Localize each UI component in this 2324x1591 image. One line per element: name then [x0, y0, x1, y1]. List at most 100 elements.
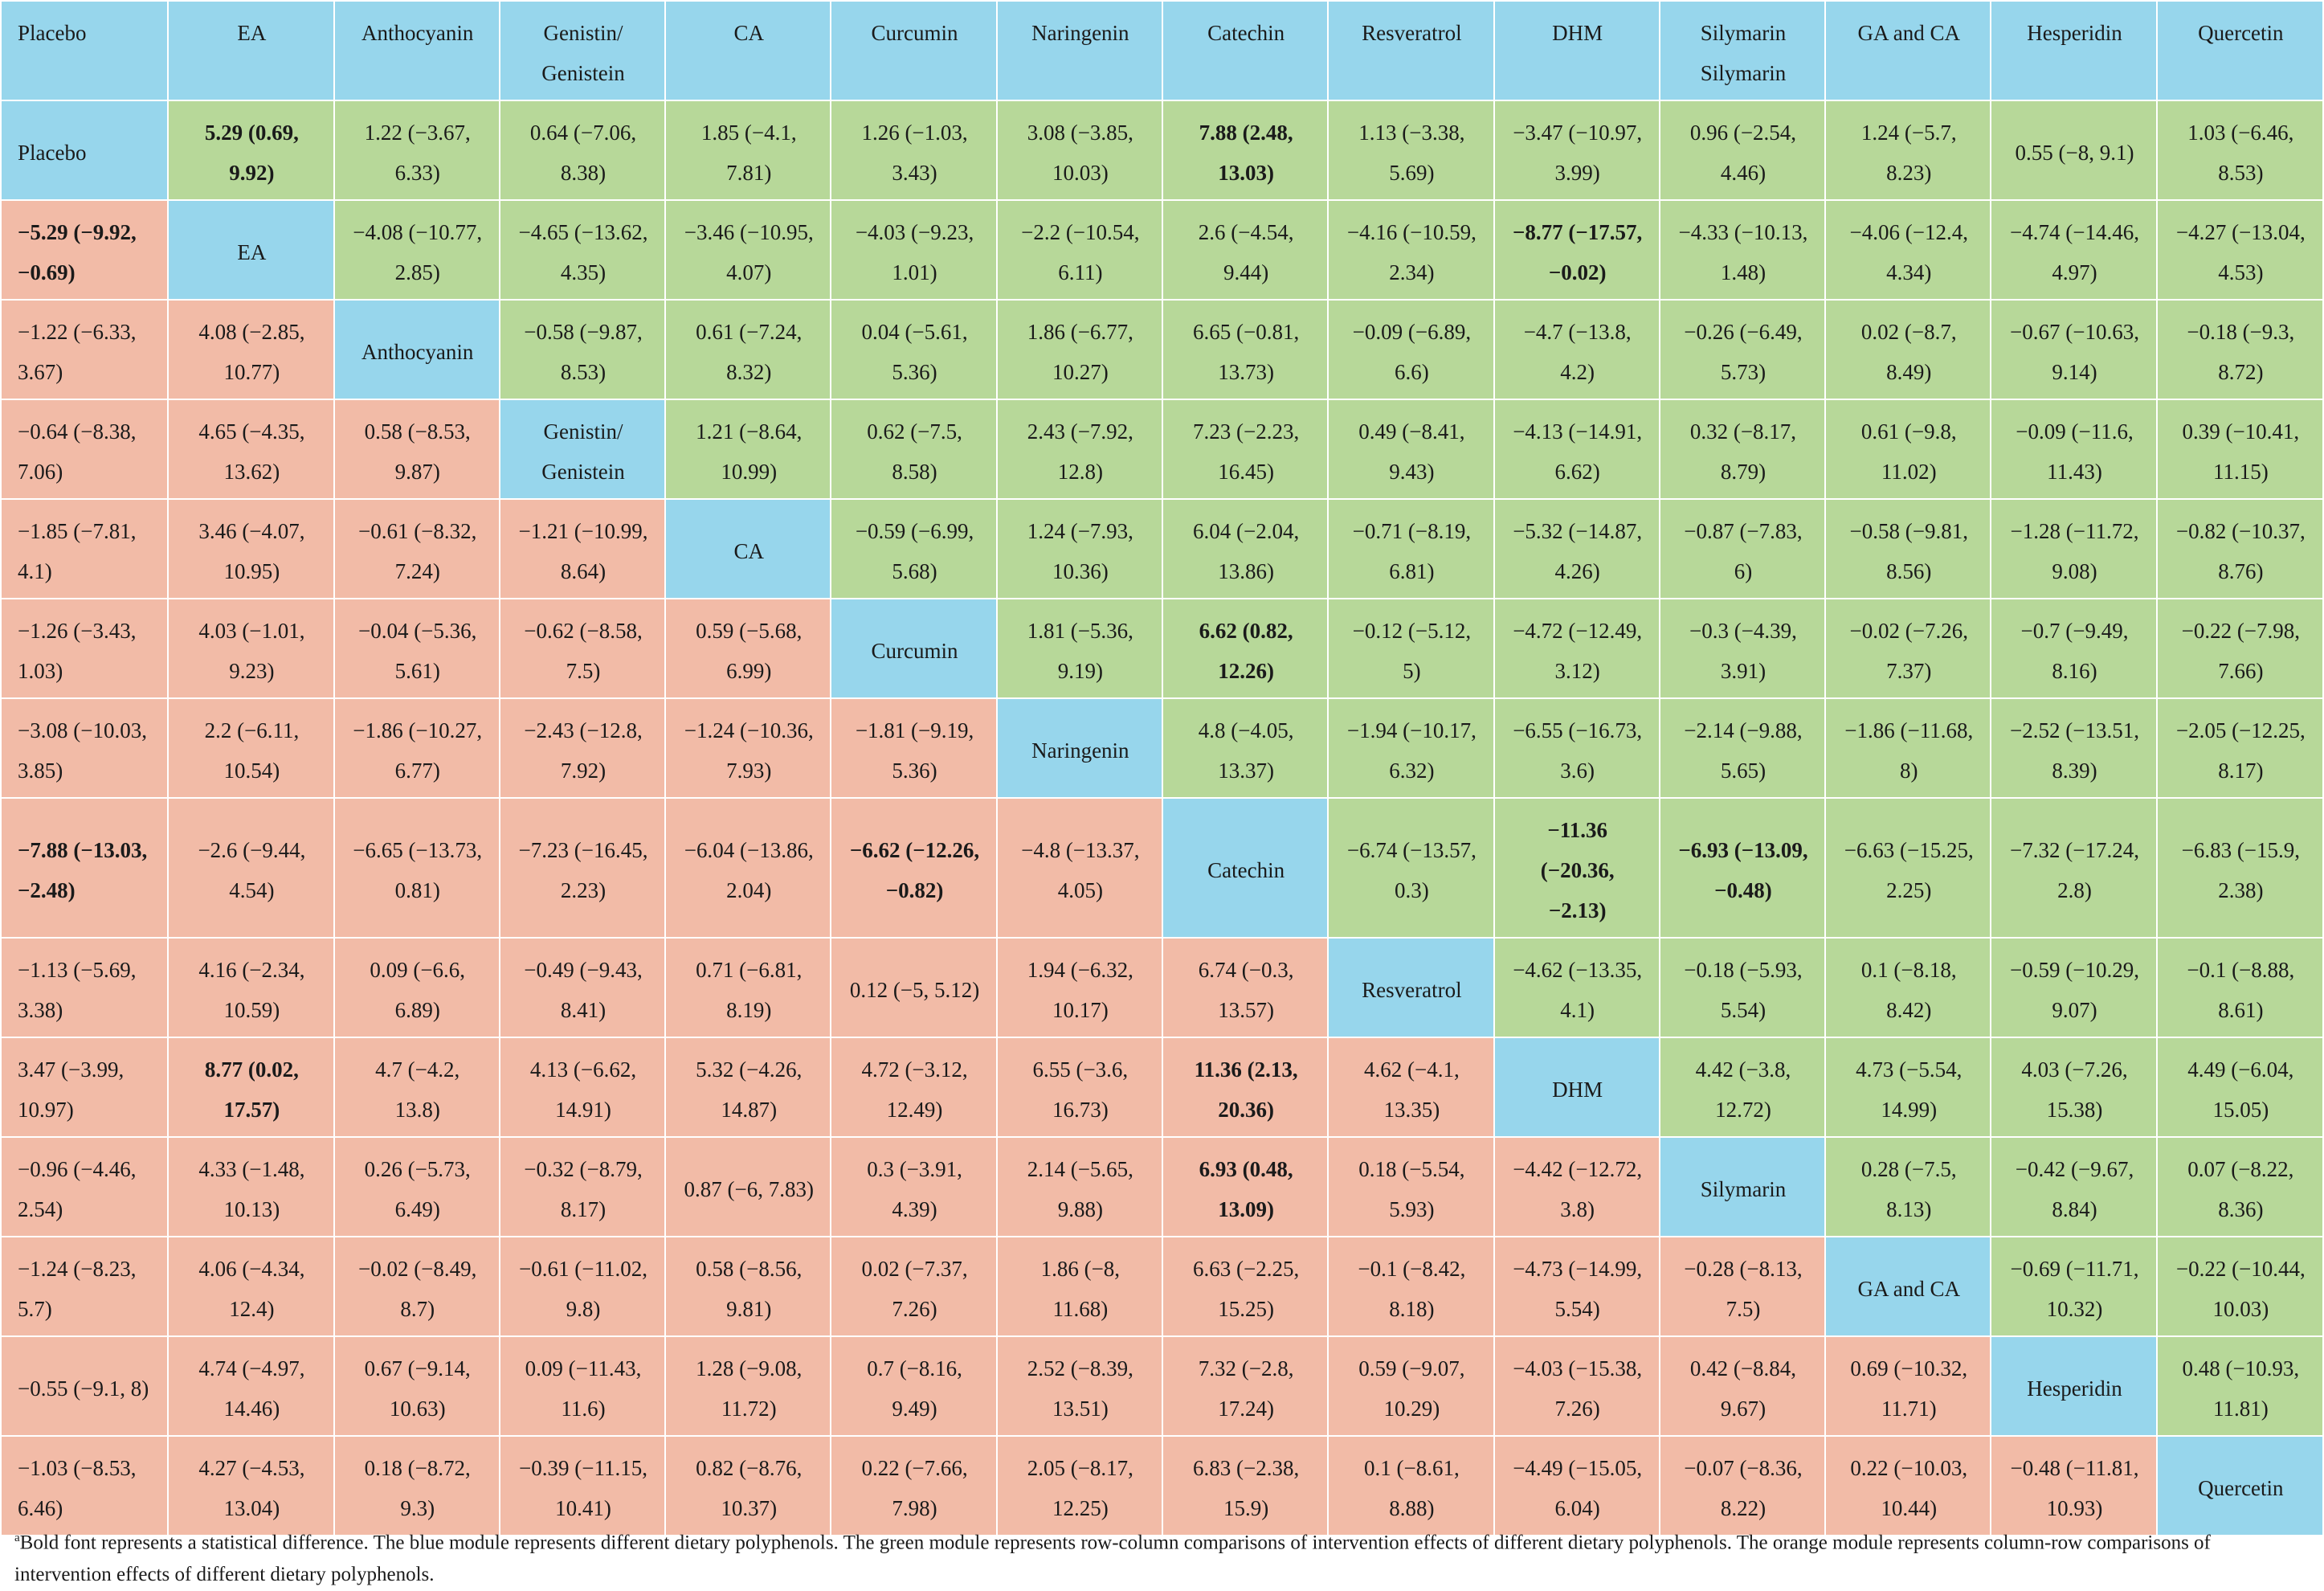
comparison-cell: −0.26 (−6.49, 5.73): [1658, 299, 1827, 400]
comparison-cell: −4.42 (−12.72, 3.8): [1493, 1136, 1660, 1237]
comparison-cell: 5.32 (−4.26, 14.87): [664, 1037, 832, 1138]
comparison-cell: −5.29 (−9.92, −0.69): [0, 199, 170, 301]
comparison-cell: −6.04 (−13.86, 2.04): [664, 797, 832, 939]
comparison-cell: 1.85 (−4.1, 7.81): [664, 100, 832, 201]
comparison-cell: −2.05 (−12.25, 8.17): [2155, 697, 2324, 799]
comparison-cell: 0.69 (−10.32, 11.71): [1824, 1335, 1992, 1437]
table-row: −1.03 (−8.53, 6.46) 4.27 (−4.53, 13.04) 0.…: [0, 1435, 2324, 1536]
comparison-cell: −4.74 (−14.46, 4.97): [1990, 199, 2158, 301]
comparison-cell: 7.32 (−2.8, 17.24): [1161, 1335, 1329, 1437]
comparison-cell: −0.39 (−11.15, 10.41): [498, 1435, 667, 1536]
comparison-cell: 0.7 (−8.16, 9.49): [830, 1335, 998, 1437]
comparison-cell: −4.73 (−14.99, 5.54): [1493, 1236, 1660, 1337]
comparison-cell: 11.36 (2.13, 20.36): [1161, 1037, 1329, 1138]
comparison-cell: 4.7 (−4.2, 13.8): [333, 1037, 500, 1138]
comparison-cell: 0.02 (−8.7, 8.49): [1824, 299, 1992, 400]
comparison-cell: −6.83 (−15.9, 2.38): [2155, 797, 2324, 939]
comparison-cell: −4.72 (−12.49, 3.12): [1493, 598, 1660, 699]
comparison-cell: −3.47 (−10.97, 3.99): [1493, 100, 1660, 201]
comparison-cell: 4.73 (−5.54, 14.99): [1824, 1037, 1992, 1138]
comparison-cell: 4.62 (−4.1, 13.35): [1327, 1037, 1495, 1138]
comparison-cell: 6.62 (0.82, 12.26): [1161, 598, 1329, 699]
polyphenol-label-cell: Silymarin: [1658, 1136, 1827, 1237]
comparison-cell: −0.04 (−5.36, 5.61): [333, 598, 500, 699]
comparison-cell: −2.2 (−10.54, 6.11): [995, 199, 1163, 301]
column-header: Anthocyanin: [333, 0, 500, 101]
comparison-cell: −4.49 (−15.05, 6.04): [1493, 1435, 1660, 1536]
comparison-cell: −0.87 (−7.83, 6): [1658, 498, 1827, 599]
comparison-cell: −5.32 (−14.87, 4.26): [1493, 498, 1660, 599]
comparison-cell: 0.32 (−8.17, 8.79): [1658, 399, 1827, 500]
comparison-cell: 0.55 (−8, 9.1): [1990, 100, 2158, 201]
comparison-cell: 2.52 (−8.39, 13.51): [995, 1335, 1163, 1437]
comparison-cell: 1.03 (−6.46, 8.53): [2155, 100, 2324, 201]
comparison-cell: −4.06 (−12.4, 4.34): [1824, 199, 1992, 301]
polyphenol-label-cell: GA and CA: [1824, 1236, 1992, 1337]
comparison-cell: −4.8 (−13.37, 4.05): [995, 797, 1163, 939]
comparison-cell: 6.55 (−3.6, 16.73): [995, 1037, 1163, 1138]
footnote-text: Bold font represents a statistical diffe…: [14, 1532, 2211, 1586]
comparison-cell: 0.82 (−8.76, 10.37): [664, 1435, 832, 1536]
comparison-cell: 4.06 (−4.34, 12.4): [167, 1236, 335, 1337]
comparison-cell: −0.12 (−5.12, 5): [1327, 598, 1495, 699]
comparison-cell: 0.02 (−7.37, 7.26): [830, 1236, 998, 1337]
comparison-cell: 4.03 (−7.26, 15.38): [1990, 1037, 2158, 1138]
comparison-cell: −4.13 (−14.91, 6.62): [1493, 399, 1660, 500]
column-header: Genistin/ Genistein: [498, 0, 667, 101]
comparison-cell: 0.28 (−7.5, 8.13): [1824, 1136, 1992, 1237]
polyphenol-label-cell: CA: [664, 498, 832, 599]
comparison-cell: 6.04 (−2.04, 13.86): [1161, 498, 1329, 599]
comparison-cell: −0.71 (−8.19, 6.81): [1327, 498, 1495, 599]
league-table: Placebo EA Anthocyanin Genistin/ Genistein C…: [0, 0, 2324, 1536]
column-header: Curcumin: [830, 0, 998, 101]
comparison-cell: 1.21 (−8.64, 10.99): [664, 399, 832, 500]
comparison-cell: 1.81 (−5.36, 9.19): [995, 598, 1163, 699]
comparison-cell: −1.22 (−6.33, 3.67): [0, 299, 170, 400]
comparison-cell: 4.08 (−2.85, 10.77): [167, 299, 335, 400]
comparison-cell: 0.59 (−5.68, 6.99): [664, 598, 832, 699]
comparison-cell: 0.87 (−6, 7.83): [664, 1136, 832, 1237]
comparison-cell: 0.62 (−7.5, 8.58): [830, 399, 998, 500]
comparison-cell: −0.62 (−8.58, 7.5): [498, 598, 667, 699]
comparison-cell: −7.23 (−16.45, 2.23): [498, 797, 667, 939]
comparison-cell: 4.16 (−2.34, 10.59): [167, 937, 335, 1038]
comparison-cell: −6.74 (−13.57, 0.3): [1327, 797, 1495, 939]
comparison-cell: 0.07 (−8.22, 8.36): [2155, 1136, 2324, 1237]
comparison-cell: 4.65 (−4.35, 13.62): [167, 399, 335, 500]
comparison-cell: 6.63 (−2.25, 15.25): [1161, 1236, 1329, 1337]
polyphenol-label-cell: Hesperidin: [1990, 1335, 2158, 1437]
comparison-cell: −1.26 (−3.43, 1.03): [0, 598, 170, 699]
column-header: Quercetin: [2155, 0, 2324, 101]
comparison-cell: 4.03 (−1.01, 9.23): [167, 598, 335, 699]
comparison-cell: −0.59 (−6.99, 5.68): [830, 498, 998, 599]
comparison-cell: 0.96 (−2.54, 4.46): [1658, 100, 1827, 201]
comparison-cell: 0.3 (−3.91, 4.39): [830, 1136, 998, 1237]
comparison-cell: 2.43 (−7.92, 12.8): [995, 399, 1163, 500]
polyphenol-label-cell: DHM: [1493, 1037, 1660, 1138]
comparison-cell: 0.58 (−8.56, 9.81): [664, 1236, 832, 1337]
comparison-cell: −4.62 (−13.35, 4.1): [1493, 937, 1660, 1038]
comparison-cell: 0.49 (−8.41, 9.43): [1327, 399, 1495, 500]
comparison-cell: −1.86 (−10.27, 6.77): [333, 697, 500, 799]
comparison-cell: 0.64 (−7.06, 8.38): [498, 100, 667, 201]
table-row: −1.24 (−8.23, 5.7) 4.06 (−4.34, 12.4) −0.0…: [0, 1236, 2324, 1337]
polyphenol-label-cell: Curcumin: [830, 598, 998, 699]
comparison-cell: −1.13 (−5.69, 3.38): [0, 937, 170, 1038]
comparison-cell: −11.36 (−20.36, −2.13): [1493, 797, 1660, 939]
comparison-cell: −0.1 (−8.88, 8.61): [2155, 937, 2324, 1038]
comparison-cell: −4.33 (−10.13, 1.48): [1658, 199, 1827, 301]
comparison-cell: −2.14 (−9.88, 5.65): [1658, 697, 1827, 799]
table-body: Placebo 5.29 (0.69, 9.92) 1.22 (−3.67, 6.3…: [0, 100, 2324, 1536]
comparison-cell: −0.18 (−5.93, 5.54): [1658, 937, 1827, 1038]
comparison-cell: −0.32 (−8.79, 8.17): [498, 1136, 667, 1237]
comparison-cell: −0.49 (−9.43, 8.41): [498, 937, 667, 1038]
comparison-cell: 0.71 (−6.81, 8.19): [664, 937, 832, 1038]
comparison-cell: 8.77 (0.02, 17.57): [167, 1037, 335, 1138]
comparison-cell: 5.29 (0.69, 9.92): [167, 100, 335, 201]
comparison-cell: 0.42 (−8.84, 9.67): [1658, 1335, 1827, 1437]
comparison-cell: 4.33 (−1.48, 10.13): [167, 1136, 335, 1237]
table-row: 3.47 (−3.99, 10.97) 8.77 (0.02, 17.57) 4.7…: [0, 1037, 2324, 1138]
comparison-cell: 3.08 (−3.85, 10.03): [995, 100, 1163, 201]
comparison-cell: 0.09 (−11.43, 11.6): [498, 1335, 667, 1437]
